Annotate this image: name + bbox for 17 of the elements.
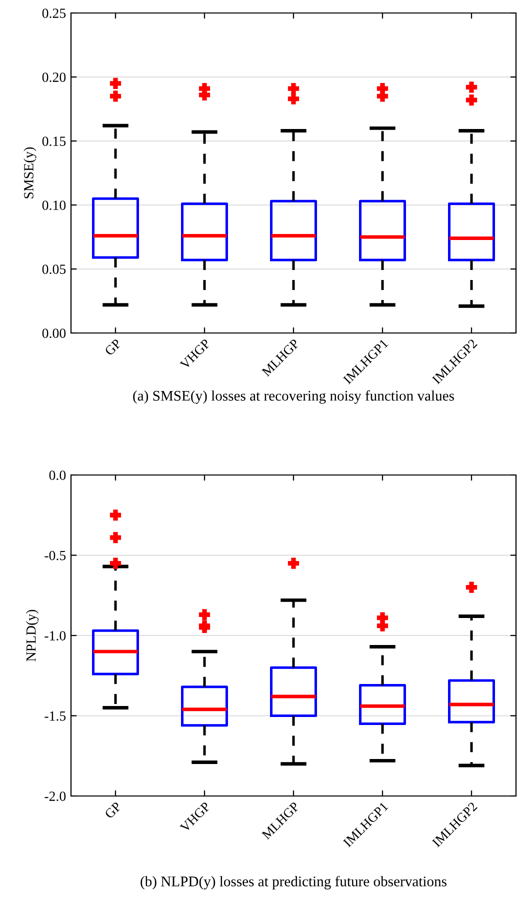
x-tick-label: GP	[104, 338, 122, 356]
text: (b) NLPD(y) losses at predicting future observations	[140, 876, 446, 890]
y-tick-label: 0.0	[49, 470, 66, 480]
y-tick-label: 0.05	[42, 264, 66, 274]
y-tick-label: -1.0	[44, 631, 66, 641]
text: (a) SMSE(y) losses at recovering noisy function values	[133, 390, 454, 404]
y-tick-label: 0.25	[42, 8, 66, 18]
y-tick-label: 0.15	[42, 136, 66, 146]
y-tick-label: 0.20	[42, 72, 66, 82]
y-tick-label: 0.10	[42, 200, 66, 210]
y-axis-title: SMSE(y)	[24, 147, 36, 198]
y-tick-label: -0.5	[44, 550, 66, 560]
y-tick-label: 0.00	[42, 328, 66, 338]
y-tick-label: -2.0	[44, 792, 66, 802]
y-tick-label: -1.5	[44, 711, 66, 721]
y-axis-title: NPLD(y)	[26, 610, 39, 662]
x-tick-label: GP	[104, 802, 122, 819]
